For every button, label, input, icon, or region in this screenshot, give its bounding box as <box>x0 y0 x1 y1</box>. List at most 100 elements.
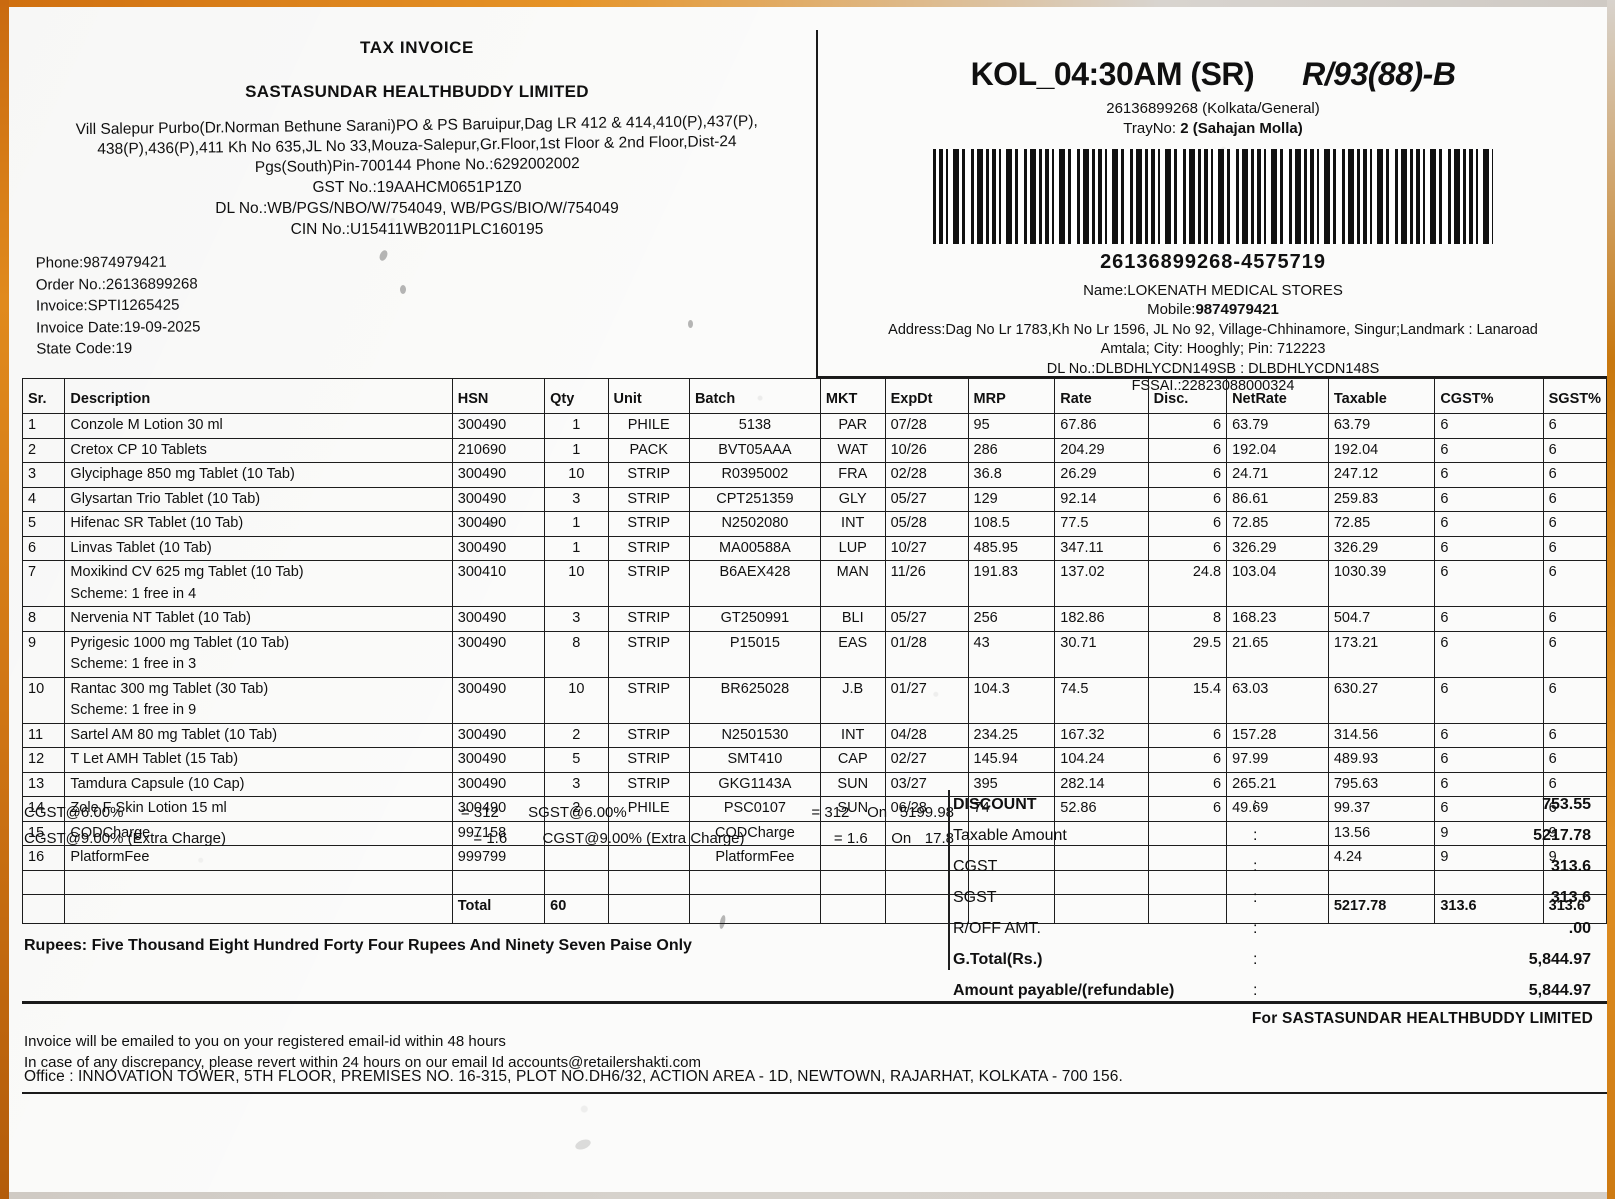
cell-net: 63.03 <box>1226 676 1329 724</box>
cell-taxable: 192.04 <box>1327 437 1436 463</box>
tax-summary-value-cgst: = 312 <box>460 804 499 821</box>
cell-taxable: 259.83 <box>1327 486 1436 512</box>
cell-sgst: 6 <box>1542 676 1608 724</box>
cell-cgst: 9 <box>1434 820 1544 846</box>
cell-cgst: 9 <box>1434 845 1544 871</box>
cell-disc: 6 <box>1147 486 1228 512</box>
totals-row: SGST: 313.6 <box>953 889 1607 920</box>
cell-net: 265.21 <box>1226 771 1329 797</box>
cell-sr: 4 <box>21 486 66 512</box>
cell-cgst: 6 <box>1434 630 1544 678</box>
cell-rate: 77.5 <box>1054 511 1149 537</box>
cell-hsn: 300490 <box>451 535 546 561</box>
cell-desc: Sartel AM 80 mg Tablet (10 Tab) <box>64 722 453 748</box>
cell-disc: 6 <box>1147 747 1228 773</box>
tax-summary-row: CGST@6.00% = 312 SGST@6.00% = 312 On 5199.98 <box>24 800 954 826</box>
cell-net: 326.29 <box>1226 535 1329 561</box>
cell-unit: STRIP <box>607 535 690 561</box>
cell-cgst: 6 <box>1434 722 1544 748</box>
cell-rate: 347.11 <box>1054 535 1149 561</box>
seller-gst-no: GST No.:19AAHCM0651P1Z0 <box>312 179 522 196</box>
footer-note-2: In case of any discrepancy, please rever… <box>24 1054 701 1071</box>
cell-unit: STRIP <box>607 560 690 607</box>
cell-unit: STRIP <box>607 606 690 632</box>
totals-value: 313.6 <box>1550 858 1591 875</box>
col-mkt: MKT <box>819 378 886 414</box>
totals-label: G.Total(Rs.) <box>953 951 1043 968</box>
totals-value: 5,844.97 <box>1528 951 1591 968</box>
signature-company: For SASTASUNDAR HEALTHBUDDY LIMITED <box>1251 1010 1593 1027</box>
cell-mkt: INT <box>819 722 886 748</box>
cell-sr: 3 <box>21 462 66 488</box>
cell-cgst: 6 <box>1434 771 1544 797</box>
cell-sgst: 6 <box>1542 606 1608 632</box>
totals-colon: : <box>1253 889 1258 906</box>
cell-rate: 67.86 <box>1054 413 1149 439</box>
totals-divider <box>948 790 950 970</box>
table-spacer-row <box>21 869 1608 895</box>
cell-hsn: 300490 <box>451 747 546 773</box>
total-cgst: 313.6 <box>1434 893 1544 924</box>
cell-mkt: WAT <box>819 437 886 463</box>
cell-hsn: 300410 <box>451 560 546 607</box>
cell-exp: 06/28 <box>884 796 969 822</box>
col-qty: Qty <box>544 378 609 414</box>
cell-batch: R0395002 <box>688 462 821 488</box>
cell-batch: CPT251359 <box>688 486 821 512</box>
scheme-note: Scheme: 1 free in 3 <box>70 656 197 672</box>
footer-office-address: Office : INNOVATION TOWER, 5TH FLOOR, PR… <box>24 1068 1123 1085</box>
cell-hsn: 300490 <box>451 413 546 439</box>
cell-exp: 02/27 <box>884 747 969 773</box>
cell-net: 24.71 <box>1226 462 1329 488</box>
cell-sgst: 6 <box>1542 747 1608 773</box>
cell-mrp: 485.95 <box>967 535 1056 561</box>
customer-mobile-value: 9874979421 <box>1195 301 1279 318</box>
cell-sr: 8 <box>21 606 66 632</box>
totals-label: Taxable Amount <box>953 827 1067 844</box>
cell-mrp: 234.25 <box>967 722 1056 748</box>
totals-value: 5,844.97 <box>1528 982 1591 999</box>
cell-sr: 12 <box>21 747 66 773</box>
barcode-image <box>933 149 1493 244</box>
tax-summary-on-value: 17.8 <box>924 830 954 847</box>
footer-notes: Invoice will be emailed to you on your r… <box>24 1031 701 1073</box>
col-description: Description <box>64 378 453 414</box>
cell-sgst: 6 <box>1542 771 1608 797</box>
cell-exp: 01/27 <box>884 676 969 724</box>
total-sgst: 313.6 <box>1542 893 1608 924</box>
cell-hsn: 210690 <box>451 437 546 463</box>
cell-unit: PHILE <box>607 796 690 822</box>
totals-value: 313.6 <box>1550 889 1591 906</box>
customer-name: Name:LOKENATH MEDICAL STORES <box>1083 282 1343 299</box>
cell-mkt: SUN <box>819 796 886 822</box>
table-row: 9 Pyrigesic 1000 mg Tablet (10 Tab) Scheme… <box>21 630 1608 678</box>
shipping-label: KOL_04:30AM (SR) R/93(88)-B 26136899268 … <box>820 34 1606 394</box>
cell-batch: BR625028 <box>688 676 821 724</box>
cell-disc: 6 <box>1147 722 1228 748</box>
cell-desc: Glysartan Trio Tablet (10 Tab) <box>64 486 453 512</box>
label-tray: TrayNo: 2 (Sahajan Molla) <box>820 120 1606 137</box>
cell-cgst: 6 <box>1434 511 1544 537</box>
cell-net: 72.85 <box>1226 511 1329 537</box>
cell-qty: 1 <box>544 535 609 561</box>
cell-mkt: FRA <box>819 462 886 488</box>
total-label: Total <box>451 893 546 924</box>
cell-mkt: GLY <box>819 486 886 512</box>
cell-cgst: 6 <box>1434 462 1544 488</box>
table-row: 6 Linvas Tablet (10 Tab) 300490 1 STRIP MA005… <box>21 535 1608 561</box>
totals-row: DISCOUNT: 753.55 <box>953 796 1607 827</box>
cell-sr: 6 <box>21 535 66 561</box>
cell-taxable: 4.24 <box>1327 845 1436 871</box>
cell-batch: P15015 <box>688 630 821 678</box>
totals-label: SGST <box>953 889 997 906</box>
cell-exp: 04/28 <box>884 722 969 748</box>
cell-sgst: 6 <box>1542 796 1608 822</box>
cell-batch: GKG1143A <box>688 771 821 797</box>
col-unit: Unit <box>607 378 690 414</box>
tax-summary-label-cgst: CGST@6.00% <box>24 804 124 821</box>
col-netrate: NetRate <box>1226 378 1329 414</box>
bin-code: R/93(88)-B <box>1302 56 1456 92</box>
cell-sr: 13 <box>21 771 66 797</box>
cell-cgst: 6 <box>1434 437 1544 463</box>
